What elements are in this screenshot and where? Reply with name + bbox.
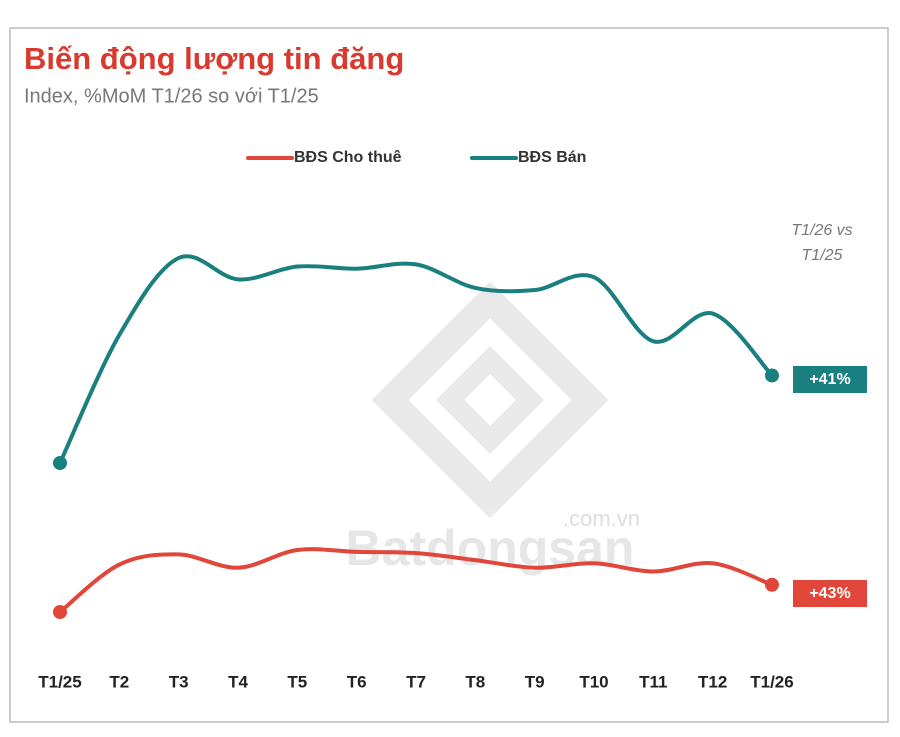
x-tick-label: T9 — [525, 672, 545, 691]
value-badge — [793, 366, 867, 393]
line-series — [58, 254, 774, 465]
annotation: T1/26 vs — [791, 222, 852, 239]
x-tick-label: T11 — [639, 672, 667, 691]
x-tick-label: T1/25 — [38, 672, 81, 691]
point — [53, 605, 67, 619]
x-tick-label: T5 — [287, 672, 307, 691]
point — [765, 577, 779, 592]
x-tick-label: T2 — [109, 672, 129, 691]
watermark-logo — [371, 281, 609, 519]
point — [765, 368, 779, 383]
frame — [9, 27, 889, 723]
annotation: T1/25 — [802, 247, 843, 264]
x-tick-label: T3 — [169, 672, 189, 691]
x-tick-label: T12 — [698, 672, 727, 691]
x-tick-label: T7 — [406, 672, 426, 691]
value-label: +41% — [809, 371, 850, 388]
chart-subtitle: Index, %MoM T1/26 so với T1/25 — [24, 85, 319, 107]
watermark: Batdongsan — [346, 520, 635, 576]
watermark: .com.vn — [563, 506, 640, 531]
x-tick-label: T6 — [347, 672, 367, 691]
x-tick-label: T8 — [465, 672, 485, 691]
x-tick-label: T1/26 — [750, 672, 793, 691]
x-tick-label: T4 — [228, 672, 248, 691]
value-badge — [793, 580, 867, 607]
legend-label: BĐS Bán — [518, 149, 586, 166]
chart-title: Biến động lượng tin đăng — [24, 41, 404, 76]
point — [53, 456, 67, 470]
value-label: +43% — [809, 585, 850, 602]
x-tick-label: T10 — [579, 672, 608, 691]
legend-label: BĐS Cho thuê — [294, 149, 402, 166]
line-series — [58, 547, 774, 614]
